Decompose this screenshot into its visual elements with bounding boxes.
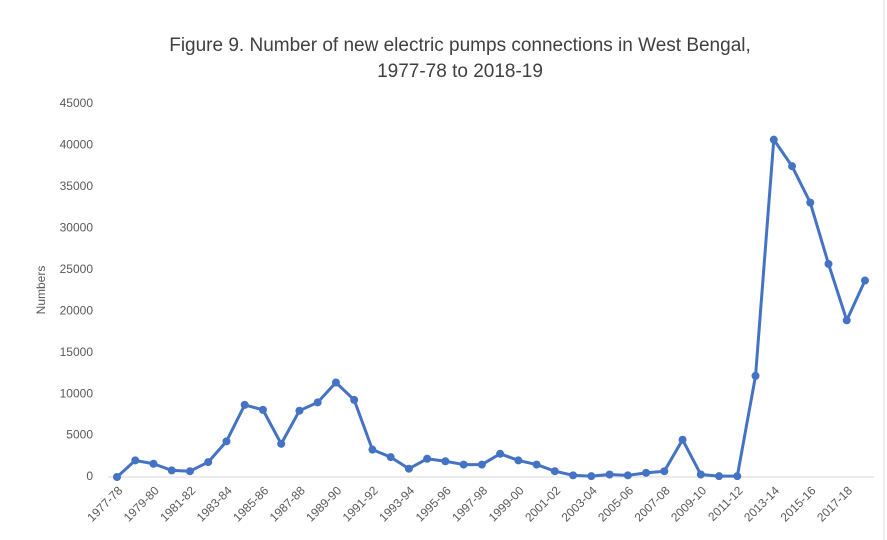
x-tick-label: 1987-88 <box>267 483 308 524</box>
point <box>404 464 413 473</box>
point <box>532 460 541 469</box>
point <box>587 472 596 481</box>
x-tick-label: 2011-12 <box>705 483 746 524</box>
x-tick-label: 1989-90 <box>303 483 344 524</box>
point <box>514 456 523 465</box>
y-tick-label: 0 <box>86 469 93 483</box>
x-tick-label: 2013-14 <box>741 483 782 524</box>
y-tick-label: 30000 <box>60 221 94 235</box>
y-tick-label: 10000 <box>60 386 94 400</box>
x-tick-label: 2009-10 <box>668 483 709 524</box>
x-tick-label: 1979-80 <box>121 483 162 524</box>
point <box>806 198 815 207</box>
point <box>240 400 249 409</box>
x-tick-label: 1995-96 <box>413 483 454 524</box>
series-line <box>115 138 867 479</box>
y-axis-label: Numbers <box>34 266 48 315</box>
point <box>149 459 158 468</box>
chart-title: 1977-78 to 2018-19 <box>377 61 543 82</box>
point <box>386 453 395 462</box>
point <box>277 439 286 448</box>
point <box>642 468 651 477</box>
x-tick-label: 1993-94 <box>376 483 417 524</box>
point <box>185 467 194 476</box>
point <box>751 371 760 380</box>
point <box>715 472 724 481</box>
y-tick-label: 40000 <box>60 138 94 152</box>
x-tick-label: 1991-92 <box>340 483 381 524</box>
x-tick-label: 2017-18 <box>814 483 855 524</box>
x-tick-label: 2003-04 <box>559 483 600 524</box>
x-tick-label: 1999-00 <box>486 483 527 524</box>
x-tick-label: 1997-98 <box>449 483 490 524</box>
point <box>769 135 778 144</box>
chart-title: Figure 9. Number of new electric pumps c… <box>169 35 751 56</box>
point <box>623 471 632 480</box>
point <box>605 470 614 479</box>
x-tick-label: 1985-86 <box>230 483 271 524</box>
point <box>350 395 359 404</box>
x-tick-label: 2015-16 <box>778 483 819 524</box>
point <box>331 378 340 387</box>
y-tick-label: 25000 <box>60 262 94 276</box>
y-tick-label: 15000 <box>60 345 94 359</box>
point <box>569 471 578 480</box>
point <box>788 162 797 171</box>
point <box>368 445 377 454</box>
y-tick-label: 5000 <box>66 428 93 442</box>
point <box>496 449 505 458</box>
point <box>441 457 450 466</box>
point <box>824 259 833 268</box>
point <box>660 467 669 476</box>
point <box>678 435 687 444</box>
x-tick-label: 1981-82 <box>157 483 198 524</box>
point <box>167 466 176 475</box>
point <box>313 398 322 407</box>
point <box>295 406 304 415</box>
x-tick-label: 2007-08 <box>632 483 673 524</box>
point <box>459 460 468 469</box>
x-tick-label: 1977-78 <box>84 483 125 524</box>
x-tick-label: 1983-84 <box>194 483 235 524</box>
point <box>131 456 140 465</box>
point <box>733 472 742 481</box>
y-tick-label: 20000 <box>60 303 94 317</box>
point <box>113 473 121 481</box>
point <box>477 460 486 469</box>
x-tick-label: 2001-02 <box>522 483 563 524</box>
point <box>550 467 559 476</box>
point <box>842 316 851 325</box>
point <box>258 405 267 414</box>
x-tick-label: 2005-06 <box>595 483 636 524</box>
point <box>861 276 869 285</box>
point <box>204 458 213 467</box>
point <box>423 454 432 463</box>
y-tick-label: 35000 <box>60 179 94 193</box>
y-tick-label: 45000 <box>60 96 94 110</box>
point <box>696 470 705 479</box>
point <box>222 437 231 446</box>
